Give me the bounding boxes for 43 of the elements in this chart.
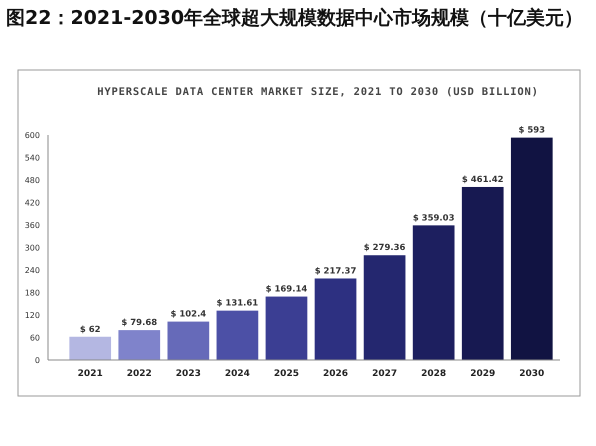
y-tick-label: 120 (24, 310, 40, 320)
y-tick-label: 480 (24, 176, 40, 185)
x-tick-label: 2030 (519, 369, 544, 379)
y-tick-label: 360 (24, 220, 40, 230)
x-tick-label: 2021 (78, 369, 103, 379)
x-tick-label: 2024 (224, 369, 250, 379)
data-label: $ 169.14 (266, 284, 308, 295)
data-label: $ 217.37 (314, 266, 356, 276)
y-tick-label: 420 (24, 198, 40, 208)
bar (462, 186, 504, 360)
y-tick-label: 600 (24, 130, 40, 140)
bar (510, 138, 553, 360)
data-label: $ 131.61 (216, 298, 258, 309)
y-tick-label: 0 (34, 356, 40, 365)
x-tick-label: 2028 (421, 369, 446, 379)
bar (266, 296, 308, 360)
y-tick-label: 300 (24, 243, 40, 252)
chart-title: 图22：2021-2030年全球超大规模数据中心市场规模（十亿美元） (6, 7, 584, 29)
bar (167, 322, 210, 360)
y-tick-label: 60 (30, 333, 40, 342)
bar (69, 336, 112, 360)
data-label: $ 62 (80, 324, 101, 335)
x-tick-label: 2022 (126, 369, 152, 379)
data-label: $ 359.03 (412, 213, 455, 224)
y-tick-label: 540 (24, 153, 40, 162)
data-label: $ 461.42 (462, 174, 504, 185)
y-tick-label: 240 (24, 266, 40, 275)
bar (314, 278, 356, 360)
data-label: $ 279.36 (364, 243, 406, 254)
bar (412, 225, 455, 360)
x-tick-label: 2026 (323, 369, 348, 379)
bar (364, 255, 406, 360)
chart-subtitle: HYPERSCALE DATA CENTER MARKET SIZE, 2021 TO 2030 (USD BILLION) (97, 86, 539, 98)
x-tick-label: 2025 (274, 369, 299, 379)
y-tick-label: 180 (24, 288, 40, 298)
x-tick-label: 2029 (470, 369, 496, 379)
x-tick-label: 2027 (372, 369, 398, 379)
x-tick-label: 2023 (176, 369, 201, 379)
data-label: $ 79.68 (121, 318, 158, 328)
bar (118, 330, 160, 360)
bar (216, 310, 258, 360)
data-label: $ 102.4 (170, 310, 206, 320)
data-label: $ 593 (518, 126, 546, 136)
